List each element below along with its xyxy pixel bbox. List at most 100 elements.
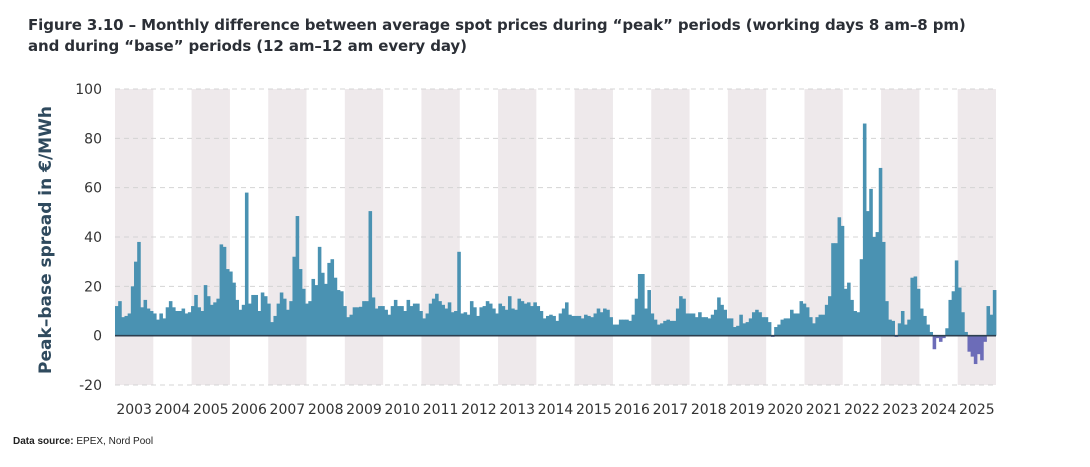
bar <box>149 311 154 336</box>
bar <box>707 318 712 336</box>
bar <box>146 308 151 336</box>
bar <box>805 307 810 336</box>
bar <box>815 317 819 336</box>
x-tick-label: 2024 <box>921 402 957 418</box>
bar <box>888 319 892 336</box>
bar <box>980 335 984 361</box>
bar <box>362 301 366 336</box>
bar <box>723 309 728 336</box>
bar <box>571 315 575 336</box>
bar <box>514 309 518 336</box>
bar <box>751 312 756 336</box>
x-tick-label: 2004 <box>155 402 191 418</box>
bar <box>812 323 816 336</box>
bar <box>241 304 246 336</box>
x-tick-label: 2013 <box>499 402 535 418</box>
bar <box>542 318 547 336</box>
bar <box>197 307 201 336</box>
bar <box>587 315 591 336</box>
bar <box>450 312 455 336</box>
bar <box>225 269 230 336</box>
x-tick-label: 2012 <box>461 402 497 418</box>
bar <box>127 313 132 336</box>
bars <box>115 123 997 365</box>
bar <box>137 241 141 336</box>
bar <box>400 306 404 336</box>
bar <box>172 307 176 336</box>
y-axis-label: Peak–base spread in €/MWh <box>36 106 56 374</box>
bar <box>286 309 290 336</box>
bar <box>330 259 335 336</box>
bar <box>663 320 667 336</box>
bar <box>115 306 119 336</box>
bar <box>713 309 718 336</box>
bar <box>533 302 537 336</box>
bar <box>748 318 753 336</box>
bar <box>859 259 864 336</box>
bar <box>970 335 975 357</box>
bar <box>229 271 233 336</box>
bar <box>577 315 582 336</box>
bar <box>831 243 835 336</box>
bar <box>641 274 645 336</box>
bar <box>305 303 309 336</box>
bar <box>634 298 639 336</box>
bar <box>726 318 731 336</box>
y-tick-labels: 100 80 60 40 20 0 -20 <box>75 82 102 394</box>
source-label: Data source: <box>13 436 74 447</box>
bar <box>745 322 750 336</box>
bar <box>615 324 620 336</box>
x-tick-label: 2025 <box>959 402 995 418</box>
bar <box>238 309 243 336</box>
bar <box>929 331 934 336</box>
bar <box>463 312 468 336</box>
x-tick-label: 2011 <box>423 402 459 418</box>
x-tick-label: 2003 <box>116 402 152 418</box>
bar <box>279 292 284 336</box>
bar <box>162 318 167 336</box>
bar <box>457 251 461 336</box>
bar <box>454 311 458 336</box>
bar <box>989 314 994 336</box>
bar <box>378 306 382 336</box>
bar <box>599 312 604 336</box>
bar <box>780 319 785 336</box>
bar <box>298 269 303 336</box>
bar <box>558 313 563 336</box>
bar <box>460 313 464 336</box>
bar <box>926 324 930 336</box>
x-tick-label: 2020 <box>768 402 804 418</box>
bar <box>736 325 740 336</box>
bar <box>891 320 895 336</box>
bar <box>976 335 981 355</box>
bar <box>701 317 705 336</box>
bar <box>397 306 401 336</box>
bar <box>802 303 807 336</box>
bar <box>837 217 842 336</box>
bar <box>755 309 759 336</box>
bar <box>431 298 436 336</box>
bar <box>647 290 651 336</box>
bar <box>992 290 997 336</box>
bar <box>951 291 956 336</box>
bar <box>270 322 274 336</box>
bar <box>555 320 560 336</box>
bar <box>945 328 949 336</box>
bar <box>872 237 876 336</box>
bar <box>295 216 300 336</box>
bar <box>596 308 601 336</box>
bar <box>248 303 252 336</box>
bar <box>907 319 911 336</box>
bar <box>850 299 854 336</box>
bar <box>130 286 135 336</box>
bar <box>469 301 474 336</box>
bar <box>406 299 411 336</box>
bar <box>301 288 306 336</box>
bar <box>222 246 227 336</box>
bar <box>311 278 316 336</box>
bar <box>552 315 556 336</box>
bar <box>501 306 506 336</box>
bar <box>124 315 129 336</box>
bar <box>932 335 937 350</box>
